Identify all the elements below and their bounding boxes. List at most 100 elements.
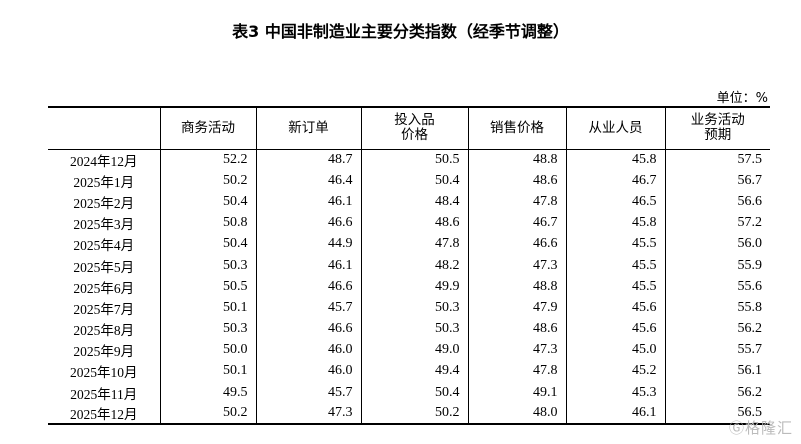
cell-value: 57.5: [664, 149, 770, 171]
table-title: 表3 中国非制造业主要分类指数（经季节调整）: [232, 22, 569, 41]
cell-value: 46.0: [255, 360, 361, 383]
row-label: 2025年9月: [73, 344, 135, 360]
column-header: [48, 107, 160, 149]
cell-value: 50.5: [159, 276, 256, 298]
cell-value: 52.2: [159, 149, 256, 171]
cell-value: 50.3: [159, 254, 256, 277]
cell-value: 50.3: [159, 318, 256, 340]
cell-value: 48.7: [255, 149, 361, 171]
table-row: 2025年8月 50.3 46.6 50.3 48.6 45.6 56.2: [48, 318, 770, 340]
cell-value: 45.5: [565, 276, 665, 298]
cell-value: 46.1: [255, 191, 361, 213]
cell-value: 50.4: [360, 382, 468, 404]
table-row: 2025年7月 50.1 45.7 50.3 47.9 45.6 55.8: [48, 297, 770, 319]
cell-value: 50.2: [159, 403, 256, 425]
column-header: 投入品 价格: [360, 107, 468, 149]
cell-value: 56.6: [664, 191, 770, 213]
cell-value: 56.2: [664, 318, 770, 340]
cell-value: 49.0: [360, 339, 468, 361]
cell-value: 46.4: [255, 170, 361, 192]
cell-value: 45.3: [565, 382, 665, 404]
column-header: 从业人员: [565, 107, 665, 149]
cell-value: 46.5: [565, 191, 665, 213]
cell-value: 45.6: [565, 297, 665, 319]
cell-value: 50.2: [159, 170, 256, 192]
cell-value: 45.7: [255, 297, 361, 319]
cell-value: 45.0: [565, 339, 665, 361]
cell-value: 47.3: [255, 403, 361, 425]
table-row: 2025年10月 50.1 46.0 49.4 47.8 45.2 56.1: [48, 360, 770, 383]
row-label: 2025年5月: [73, 259, 135, 275]
row-label: 2025年4月: [73, 238, 135, 254]
row-label: 2025年6月: [73, 280, 135, 296]
cell-value: 50.4: [159, 233, 256, 255]
table-row: 2025年12月 50.2 47.3 50.2 48.0 46.1 56.5: [48, 403, 770, 425]
cell-value: 50.4: [360, 170, 468, 192]
cell-value: 47.3: [467, 254, 566, 277]
cell-value: 50.1: [159, 360, 256, 383]
row-label: 2025年1月: [73, 174, 135, 190]
cell-value: 46.6: [255, 318, 361, 340]
cell-value: 50.3: [360, 318, 468, 340]
cell-value: 47.8: [467, 191, 566, 213]
cell-value: 45.5: [565, 233, 665, 255]
unit-label: 单位：%: [716, 91, 768, 106]
table-row: 2024年12月 52.2 48.7 50.5 48.8 45.8 57.5: [48, 149, 770, 171]
cell-value: 48.6: [467, 318, 566, 340]
table-row: 2025年5月 50.3 46.1 48.2 47.3 45.5 55.9: [48, 254, 770, 277]
cell-value: 49.4: [360, 360, 468, 383]
cell-value: 56.1: [664, 360, 770, 383]
row-label: 2025年8月: [73, 323, 135, 339]
row-label: 2025年12月: [70, 407, 138, 423]
cell-value: 45.8: [565, 212, 665, 234]
cell-value: 45.8: [565, 149, 665, 171]
cell-value: 49.1: [467, 382, 566, 404]
index-table: 商务活动 新订单 投入品 价格 销售价格 从业人员 业务活动 预期 2024年12月 52.…: [48, 106, 770, 425]
cell-value: 46.6: [467, 233, 566, 255]
cell-value: 45.2: [565, 360, 665, 383]
row-label: 2024年12月: [70, 153, 138, 169]
cell-value: 55.8: [664, 297, 770, 319]
cell-value: 48.2: [360, 254, 468, 277]
cell-value: 47.9: [467, 297, 566, 319]
cell-value: 55.9: [664, 254, 770, 277]
row-label: 2025年2月: [73, 195, 135, 211]
column-header: 商务活动: [159, 107, 256, 149]
cell-value: 56.2: [664, 382, 770, 404]
cell-value: 45.5: [565, 254, 665, 277]
cell-value: 48.8: [467, 149, 566, 171]
cell-value: 50.8: [159, 212, 256, 234]
cell-value: 49.9: [360, 276, 468, 298]
cell-value: 46.1: [255, 254, 361, 277]
cell-value: 45.6: [565, 318, 665, 340]
row-label: 2025年3月: [73, 217, 135, 233]
cell-value: 45.7: [255, 382, 361, 404]
cell-value: 50.2: [360, 403, 468, 425]
cell-value: 46.7: [467, 212, 566, 234]
row-label: 2025年7月: [73, 301, 135, 317]
cell-value: 57.2: [664, 212, 770, 234]
cell-value: 46.6: [255, 276, 361, 298]
table-row: 2025年2月 50.4 46.1 48.4 47.8 46.5 56.6: [48, 191, 770, 213]
cell-value: 44.9: [255, 233, 361, 255]
cell-value: 50.3: [360, 297, 468, 319]
table-row: 2025年4月 50.4 44.9 47.8 46.6 45.5 56.0: [48, 233, 770, 255]
cell-value: 48.4: [360, 191, 468, 213]
row-label: 2025年10月: [70, 365, 138, 381]
cell-value: 50.1: [159, 297, 256, 319]
header-row: 商务活动 新订单 投入品 价格 销售价格 从业人员 业务活动 预期: [48, 107, 770, 149]
column-header: 新订单: [255, 107, 361, 149]
table-row: 2025年3月 50.8 46.6 48.6 46.7 45.8 57.2: [48, 212, 770, 234]
column-header: 销售价格: [467, 107, 566, 149]
cell-value: 56.7: [664, 170, 770, 192]
cell-value: 47.3: [467, 339, 566, 361]
cell-value: 46.7: [565, 170, 665, 192]
cell-value: 50.5: [360, 149, 468, 171]
cell-value: 47.8: [467, 360, 566, 383]
cell-value: 56.0: [664, 233, 770, 255]
row-label: 2025年11月: [70, 386, 138, 402]
cell-value: 55.6: [664, 276, 770, 298]
column-header: 业务活动 预期: [664, 107, 770, 149]
cell-value: 48.8: [467, 276, 566, 298]
cell-value: 48.6: [467, 170, 566, 192]
